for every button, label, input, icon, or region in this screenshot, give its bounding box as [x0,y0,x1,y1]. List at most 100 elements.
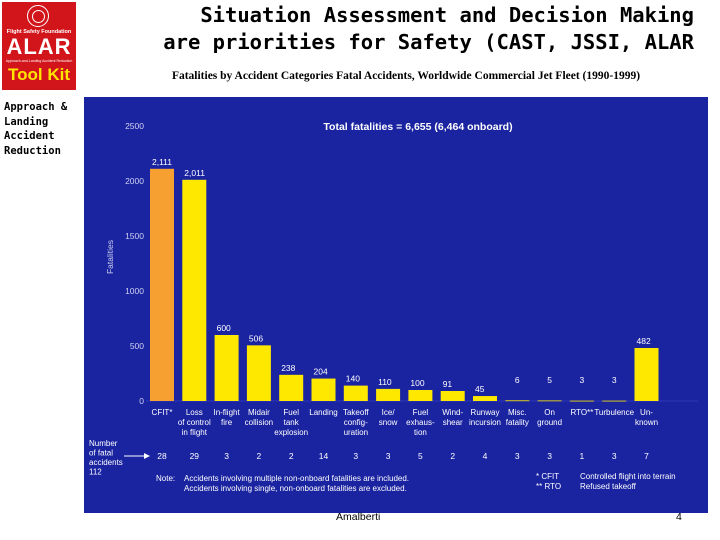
side-label-line: Reduction [4,144,61,157]
x-tick-label: exhaus- [406,418,435,427]
logo-subtitle: Approach-and-Landing Accident Reduction [5,59,73,63]
page-title: Situation Assessment and Decision Making… [100,2,694,56]
bar-value-label: 91 [443,379,453,389]
bar [473,396,497,401]
bar-value-label: 3 [612,375,617,385]
x-tick-label: tion [414,428,427,437]
page-title-line-2: are priorities for Safety (CAST, JSSI, A… [163,30,694,54]
accident-count: 4 [483,451,488,461]
bar-value-label: 100 [410,378,424,388]
bar-value-label: 600 [217,323,231,333]
x-tick-label: in flight [182,428,208,437]
bar [343,385,368,401]
bar [214,335,239,401]
x-tick-label: Fuel [283,408,299,417]
bar [311,378,336,401]
x-tick-label: Misc. [508,408,527,417]
accident-count: 3 [547,451,552,461]
chart-subtitle: Fatalities by Accident Categories Fatal … [171,70,641,82]
counts-label: of fatal [89,449,113,458]
bar [505,400,530,402]
y-tick-label: 1500 [125,231,144,241]
accident-count: 3 [515,451,520,461]
y-tick-label: 2000 [125,176,144,186]
x-tick-label: CFIT* [152,408,173,417]
accident-count: 2 [257,451,262,461]
x-tick-label: Wind- [442,408,463,417]
fatalities-bar-chart: Total fatalities = 6,655 (6,464 onboard)… [89,121,698,493]
bar [440,390,465,401]
accident-count: 7 [644,451,649,461]
bar [246,345,271,401]
alar-tool-kit-logo: Flight Safety Foundation ALAR Approach-a… [2,2,76,90]
bar-value-label: 6 [515,375,520,385]
bar-value-label: 238 [281,363,295,373]
counts-label: Number [89,439,118,448]
bar-value-label: 2,111 [152,157,172,167]
fsf-seal-icon [27,5,49,27]
bar [150,168,174,401]
x-tick-label: Loss [186,408,203,417]
bar-value-label: 204 [314,367,328,377]
accident-count: 2 [289,451,294,461]
accident-count: 3 [612,451,617,461]
page-number: 4 [676,511,682,523]
x-tick-label: Ice/ [382,408,396,417]
note-text: Accidents involving single, non-onboard … [184,484,407,493]
accident-count: 2 [450,451,455,461]
accident-count: 1 [580,451,585,461]
accident-count: 3 [353,451,358,461]
x-tick-label: incursion [469,418,501,427]
accident-count: 5 [418,451,423,461]
bar [279,374,304,401]
accident-count: 14 [319,451,329,461]
page-title-line-1: Situation Assessment and Decision Making [200,3,694,27]
accident-count: 3 [386,451,391,461]
x-tick-label: shear [443,418,463,427]
side-label-line: Accident [4,130,55,142]
chart-title: Total fatalities = 6,655 (6,464 onboard) [323,121,512,133]
x-tick-label: Takeoff [343,408,369,417]
footer-author: Amalberti [336,511,381,523]
x-tick-label: Un- [640,408,653,417]
counts-arrow-icon [144,453,150,459]
side-label: Approach & Landing Accident Reduction [4,100,88,158]
legend-key: ** RTO [536,482,561,491]
bar [376,388,401,401]
x-tick-label: Runway [471,408,500,417]
logo-org: Flight Safety Foundation [6,29,72,35]
bar-value-label: 506 [249,333,263,343]
bar [182,179,207,401]
side-label-line: Approach & [4,101,68,113]
y-axis-label: Fatalities [105,240,115,274]
x-tick-label: Turbulence [594,408,634,417]
y-tick-label: 0 [139,396,144,406]
x-tick-label: Fuel [413,408,429,417]
legend-value: Controlled flight into terrain [580,472,676,481]
x-tick-label: ground [537,418,562,427]
bar-value-label: 2,011 [184,168,205,178]
counts-label: accidents [89,458,123,467]
bar [634,347,659,401]
x-tick-label: config- [344,418,368,427]
y-tick-label: 500 [130,341,144,351]
x-tick-label: known [635,418,658,427]
accident-count: 28 [157,451,167,461]
bar-value-label: 140 [346,374,360,384]
x-tick-label: fatality [506,418,529,427]
side-label-line: Landing [4,115,49,128]
bar-value-label: 110 [378,377,392,387]
bar [602,400,627,402]
x-tick-label: collision [245,418,273,427]
x-tick-label: RTO** [570,408,593,417]
bar [569,400,594,402]
accident-count: 29 [190,451,200,461]
x-tick-label: Landing [309,408,337,417]
x-tick-label: snow [379,418,398,427]
note-label: Note: [156,474,175,483]
bar-value-label: 45 [475,384,485,394]
bar-value-label: 3 [580,375,585,385]
note-text: Accidents involving multiple non-onboard… [184,474,409,483]
x-tick-label: uration [344,428,368,437]
logo-tool-kit: Tool Kit [8,65,70,84]
